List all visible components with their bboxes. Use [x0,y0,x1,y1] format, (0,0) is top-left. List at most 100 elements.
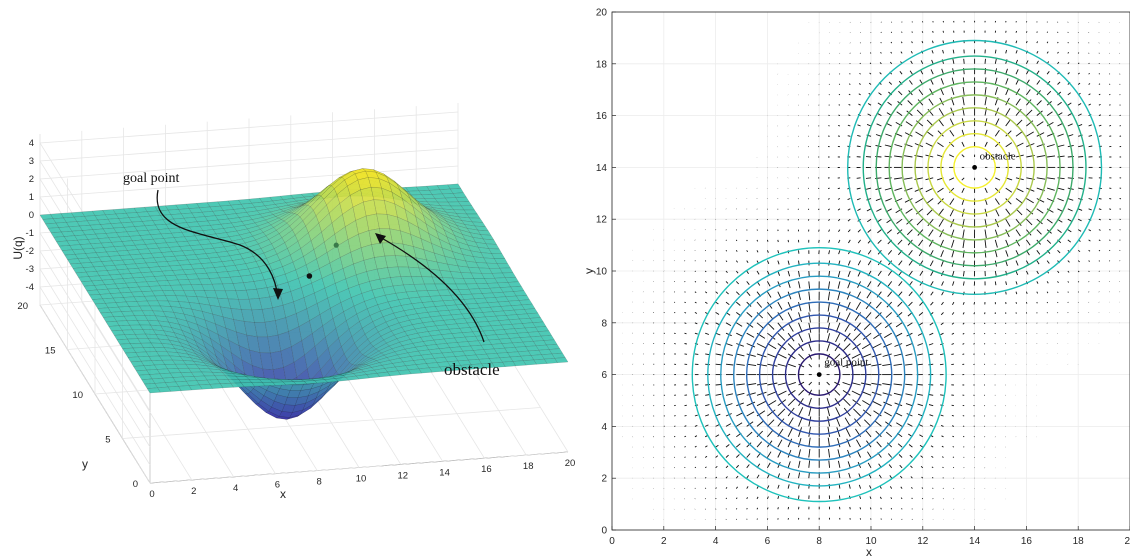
gradient-arrow [787,398,796,407]
x-tick-label: 8 [317,477,322,488]
gradient-arrow [684,404,687,407]
gradient-arrow [941,301,944,306]
gradient-arrow [1067,134,1074,137]
gradient-arrow [908,291,913,297]
gradient-arrow [908,444,913,448]
gradient-arrow [1046,90,1052,96]
gradient-arrow [787,270,791,277]
gradient-arrow [756,343,767,349]
gradient-arrow [1046,51,1049,54]
gradient-arrow [746,343,756,348]
gradient-arrow [808,312,811,323]
gradient-arrow [1067,229,1072,233]
gradient-arrow [1098,239,1101,242]
gradient-arrow [756,507,759,510]
gradient-arrow [940,322,944,326]
gradient-arrow [952,301,955,306]
y-tick-label: 10 [596,267,608,278]
gradient-arrow [1015,187,1024,193]
gradient-arrow [844,322,851,332]
gradient-arrow [725,487,728,489]
gradient-arrow [856,450,862,458]
gradient-arrow [736,332,744,337]
gradient-arrow [834,389,841,396]
gradient-arrow [777,418,785,427]
gradient-arrow [735,486,738,489]
gradient-arrow [746,291,751,296]
gradient-arrow [1046,260,1050,264]
gradient-arrow [798,495,800,499]
gradient-arrow [1005,250,1009,257]
gradient-arrow [1057,101,1062,106]
gradient-arrow [846,438,851,448]
y-tick-label: 10 [72,390,83,401]
gradient-arrow [932,487,934,489]
gradient-arrow [838,250,841,255]
gradient-arrow [1067,42,1069,44]
gradient-arrow [870,42,872,44]
gradient-arrow [994,187,1001,193]
gradient-arrow [684,322,687,324]
annotations: goal point obstacle [123,171,500,379]
gradient-arrow [798,353,805,360]
gradient-arrow [746,239,748,242]
gradient-arrow [901,31,903,33]
gradient-arrow [835,332,841,343]
gradient-arrow [725,353,733,356]
gradient-arrow [828,483,831,489]
z-axis-label: U(q) [11,236,25,259]
gradient-arrow [694,394,699,396]
x-tick-label: 0 [149,489,154,500]
gradient-arrow [798,301,802,312]
gradient-arrow [828,448,831,458]
gradient-arrow [1047,155,1056,158]
gradient-arrow [715,281,718,284]
goal-contour [733,288,906,461]
x-tick-label: 4 [233,483,238,494]
gradient-arrow [962,77,965,85]
gradient-arrow [984,322,986,325]
gradient-arrow [767,462,771,469]
gradient-arrow [746,353,756,357]
gradient-arrow [894,144,903,148]
gradient-arrow [890,41,893,44]
gradient-arrow [715,444,719,448]
gradient-arrow [846,291,851,300]
gradient-arrow [1067,208,1073,212]
gradient-arrow [918,239,924,247]
gradient-arrow [951,77,955,85]
gradient-arrow [911,41,913,44]
gradient-arrow [787,260,790,265]
gradient-arrow [777,291,782,299]
gradient-arrow [725,322,732,326]
gradient-arrow [849,506,851,510]
gradient-arrow [882,392,892,396]
gradient-arrow [952,456,955,458]
gradient-arrow [1036,218,1043,225]
gradient-arrow [938,108,944,116]
gradient-arrow [704,476,707,479]
gradient-arrow [1109,93,1111,96]
gradient-arrow [1077,260,1080,263]
gradient-arrow [787,484,790,489]
gradient-arrow [715,497,717,500]
gradient-arrow [1057,31,1059,33]
y-tick-label: 6 [601,370,607,381]
x-tick-label: 12 [917,536,929,547]
gradient-arrow [808,343,812,352]
gradient-arrow [845,427,851,438]
gradient-arrow [910,465,913,469]
gradient-arrow [1057,41,1059,44]
gradient-arrow [704,498,707,500]
grid-line [149,451,569,484]
gradient-arrow [1015,30,1018,33]
goal-point-marker [816,372,822,377]
gradient-arrow [853,408,861,417]
gradient-arrow [736,343,744,347]
surface-patch [455,196,470,202]
gradient-arrow [848,103,851,106]
gradient-arrow [836,312,841,323]
gradient-arrow [808,363,813,368]
y-tick-label: 5 [105,435,110,446]
gradient-arrow [886,229,892,234]
